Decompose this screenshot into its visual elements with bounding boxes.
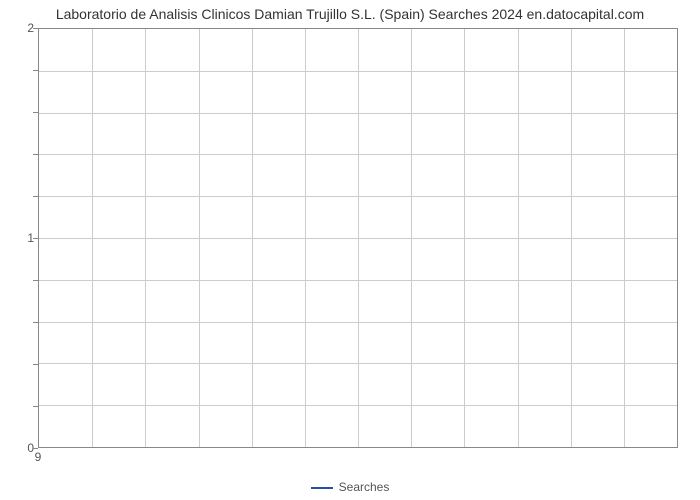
y-tick-label: 0 <box>4 441 34 455</box>
y-tick-mark <box>33 112 38 113</box>
gridline-horizontal <box>39 363 677 364</box>
y-tick-mark <box>33 364 38 365</box>
legend-swatch <box>311 487 333 489</box>
plot-area <box>38 28 678 448</box>
y-tick-mark <box>33 406 38 407</box>
gridline-horizontal <box>39 154 677 155</box>
y-tick-label: 1 <box>4 231 34 245</box>
gridline-horizontal <box>39 322 677 323</box>
gridline-horizontal <box>39 405 677 406</box>
gridline-horizontal <box>39 196 677 197</box>
y-tick-mark <box>33 70 38 71</box>
chart-title: Laboratorio de Analisis Clinicos Damian … <box>0 6 700 22</box>
x-tick-label: 9 <box>35 450 42 464</box>
gridline-horizontal <box>39 238 677 239</box>
gridline-horizontal <box>39 280 677 281</box>
legend: Searches <box>0 480 700 494</box>
y-tick-mark <box>33 448 38 449</box>
y-tick-mark <box>33 280 38 281</box>
chart-container: Laboratorio de Analisis Clinicos Damian … <box>0 0 700 500</box>
y-tick-mark <box>33 28 38 29</box>
y-tick-mark <box>33 322 38 323</box>
legend-label: Searches <box>339 480 390 494</box>
y-tick-mark <box>33 196 38 197</box>
y-tick-mark <box>33 238 38 239</box>
y-tick-label: 2 <box>4 21 34 35</box>
gridline-horizontal <box>39 71 677 72</box>
gridline-horizontal <box>39 113 677 114</box>
y-tick-mark <box>33 154 38 155</box>
